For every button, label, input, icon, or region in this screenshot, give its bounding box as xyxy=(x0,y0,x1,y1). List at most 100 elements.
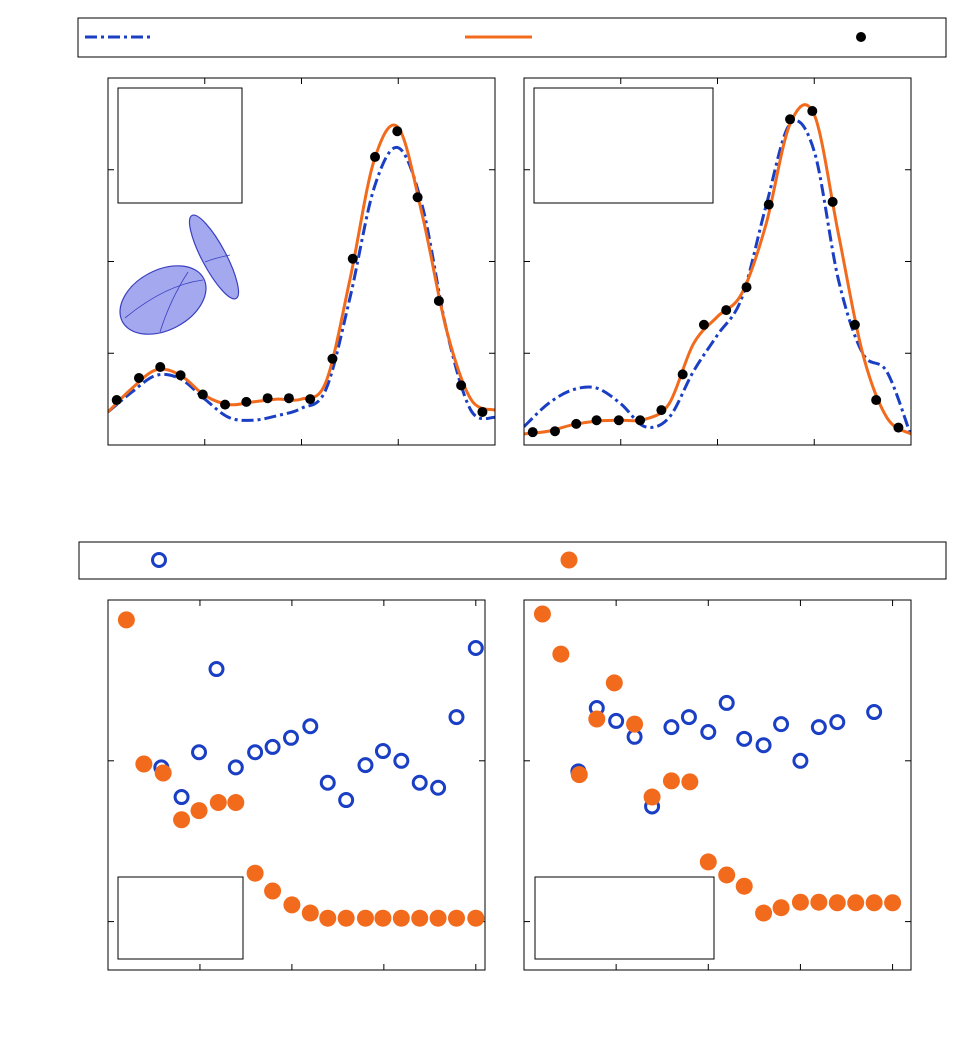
scatter-point xyxy=(393,752,410,769)
data-point xyxy=(613,415,624,426)
scatter-point xyxy=(319,909,337,927)
scatter-point xyxy=(302,718,319,735)
scatter-point xyxy=(411,774,428,791)
scatter-point xyxy=(173,789,190,806)
data-point xyxy=(827,196,838,207)
data-point xyxy=(241,396,252,407)
data-point xyxy=(571,418,582,429)
scatter-point xyxy=(718,694,735,711)
scatter-point xyxy=(588,710,606,728)
data-point xyxy=(698,319,709,330)
scatter-point xyxy=(533,605,551,623)
scatter-point xyxy=(755,904,773,922)
inset-box xyxy=(117,87,243,204)
scatter-point xyxy=(662,772,680,790)
inset-box xyxy=(533,87,714,204)
scatter-point xyxy=(467,639,484,656)
data-point xyxy=(133,373,144,384)
scatter-point xyxy=(429,909,447,927)
scatter-point xyxy=(570,766,588,784)
data-point xyxy=(763,199,774,210)
data-point xyxy=(807,106,818,117)
data-point xyxy=(477,406,488,417)
data-point xyxy=(370,151,381,162)
scatter-point xyxy=(680,709,697,726)
inset-box xyxy=(534,876,715,960)
data-point xyxy=(111,395,122,406)
scatter-point xyxy=(791,893,809,911)
scatter-point xyxy=(135,755,153,773)
scatter-point xyxy=(884,894,902,912)
scatter-point xyxy=(755,737,772,754)
scatter-point xyxy=(282,729,299,746)
scatter-point xyxy=(663,719,680,736)
data-point xyxy=(656,405,667,416)
legend-box xyxy=(78,541,947,580)
scatter-point xyxy=(411,909,429,927)
scatter-point xyxy=(227,794,245,812)
data-point xyxy=(197,389,208,400)
scatter-point xyxy=(173,811,191,829)
data-point xyxy=(591,415,602,426)
scatter-point xyxy=(154,764,172,782)
scatter-point xyxy=(246,864,264,882)
data-point xyxy=(305,394,316,405)
scatter-point xyxy=(700,724,717,741)
data-point xyxy=(327,353,338,364)
scatter-point xyxy=(626,715,644,733)
scatter-point xyxy=(264,882,282,900)
data-point xyxy=(677,369,688,380)
scatter-point xyxy=(374,909,392,927)
inset-box xyxy=(117,876,244,960)
data-point xyxy=(220,399,231,410)
data-point xyxy=(262,393,273,404)
data-point xyxy=(893,422,904,433)
scatter-point xyxy=(338,792,355,809)
scatter-point xyxy=(828,894,846,912)
scatter-point xyxy=(643,788,661,806)
data-point xyxy=(721,305,732,316)
scatter-point xyxy=(337,909,355,927)
scatter-point xyxy=(792,752,809,769)
scatter-point xyxy=(209,794,227,812)
data-point xyxy=(849,319,860,330)
data-point xyxy=(456,380,467,391)
scatter-point xyxy=(735,877,753,895)
scatter-point xyxy=(283,896,301,914)
scatter-point xyxy=(608,712,625,729)
scatter-point xyxy=(718,866,736,884)
data-point xyxy=(549,426,560,437)
scatter-point xyxy=(699,853,717,871)
data-point xyxy=(283,393,294,404)
data-point xyxy=(741,282,752,293)
axes-frame xyxy=(523,77,912,446)
scatter-point xyxy=(772,899,790,917)
series-line xyxy=(108,146,495,422)
scatter-point xyxy=(208,661,225,678)
data-point xyxy=(412,192,423,203)
scatter-point xyxy=(430,779,447,796)
axes-frame xyxy=(107,599,486,971)
scatter-point xyxy=(467,909,485,927)
data-point xyxy=(155,362,166,373)
data-point xyxy=(785,114,796,125)
scatter-point xyxy=(301,904,319,922)
series-line xyxy=(524,119,911,437)
scatter-point xyxy=(247,744,264,761)
legend-swatch xyxy=(856,32,866,42)
scatter-point xyxy=(319,774,336,791)
scatter-point xyxy=(866,704,883,721)
ellipsoid-illustration xyxy=(119,214,240,335)
scatter-point xyxy=(681,773,699,791)
data-point xyxy=(871,395,882,406)
legend-swatch xyxy=(151,552,167,568)
scatter-point xyxy=(829,714,846,731)
data-point xyxy=(635,415,646,426)
legend-box xyxy=(77,17,947,58)
scatter-point xyxy=(117,611,135,629)
scatter-point xyxy=(552,645,570,663)
scatter-point xyxy=(227,759,244,776)
data-point xyxy=(392,126,403,137)
data-point xyxy=(433,295,444,306)
